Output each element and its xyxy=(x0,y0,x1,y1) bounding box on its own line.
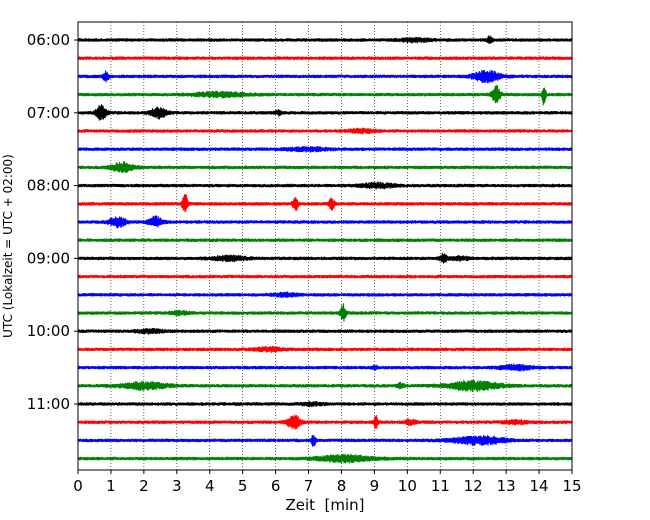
x-tick-label: 8 xyxy=(337,477,347,495)
x-tick-label: 0 xyxy=(73,477,83,495)
x-axis-label: Zeit [min] xyxy=(285,496,364,514)
trace-row xyxy=(77,161,573,174)
trace-row xyxy=(77,400,573,408)
seismogram-traces xyxy=(77,35,573,464)
trace-row xyxy=(77,363,573,372)
x-tick-label: 9 xyxy=(370,477,380,495)
x-tick-label: 14 xyxy=(530,477,549,495)
y-tick-label: 09:00 xyxy=(27,249,70,267)
trace-row xyxy=(77,453,573,464)
trace-row xyxy=(77,345,573,353)
trace-row xyxy=(77,181,573,190)
y-tick-label: 08:00 xyxy=(27,177,70,195)
y-tick-label: 10:00 xyxy=(27,322,70,340)
trace-row xyxy=(77,434,573,447)
x-tick-label: 6 xyxy=(271,477,281,495)
trace-row xyxy=(77,291,573,299)
y-tick-label: 07:00 xyxy=(27,104,70,122)
y-tick-label: 06:00 xyxy=(27,31,70,49)
y-tick-label: 11:00 xyxy=(27,395,70,413)
trace-row xyxy=(77,238,573,243)
trace-row xyxy=(77,194,573,213)
plot-frame xyxy=(77,21,573,471)
x-axis-ticks: 0 1 2 3 4 5 6 7 8 9 10 11 12 13 14 15 xyxy=(73,470,582,495)
x-tick-label: 2 xyxy=(139,477,149,495)
x-tick-label: 5 xyxy=(238,477,248,495)
trace-row xyxy=(77,252,573,264)
trace-row xyxy=(77,215,573,229)
x-tick-label: 10 xyxy=(398,477,417,495)
x-tick-label: 13 xyxy=(497,477,516,495)
trace-row xyxy=(77,303,573,322)
trace-row xyxy=(77,104,573,121)
trace-row xyxy=(77,127,573,135)
x-tick-label: 15 xyxy=(562,477,581,495)
x-tick-label: 11 xyxy=(431,477,450,495)
x-tick-label: 7 xyxy=(304,477,314,495)
trace-row xyxy=(77,56,573,61)
trace-row xyxy=(77,85,573,106)
trace-row xyxy=(77,274,573,279)
trace-row xyxy=(77,69,573,84)
trace-row xyxy=(77,35,573,44)
y-axis-label: UTC (Lokalzeit = UTC + 02:00) xyxy=(1,154,15,338)
trace-row xyxy=(77,379,573,392)
x-tick-label: 3 xyxy=(172,477,182,495)
x-tick-label: 1 xyxy=(106,477,116,495)
x-tick-label: 12 xyxy=(464,477,483,495)
trace-row xyxy=(77,146,573,153)
x-tick-label: 4 xyxy=(205,477,215,495)
plot-background xyxy=(78,22,572,470)
trace-row xyxy=(77,414,573,430)
y-axis-ticks: 06:00 07:00 08:00 09:00 10:00 11:00 xyxy=(27,31,78,413)
trace-row xyxy=(77,327,573,335)
